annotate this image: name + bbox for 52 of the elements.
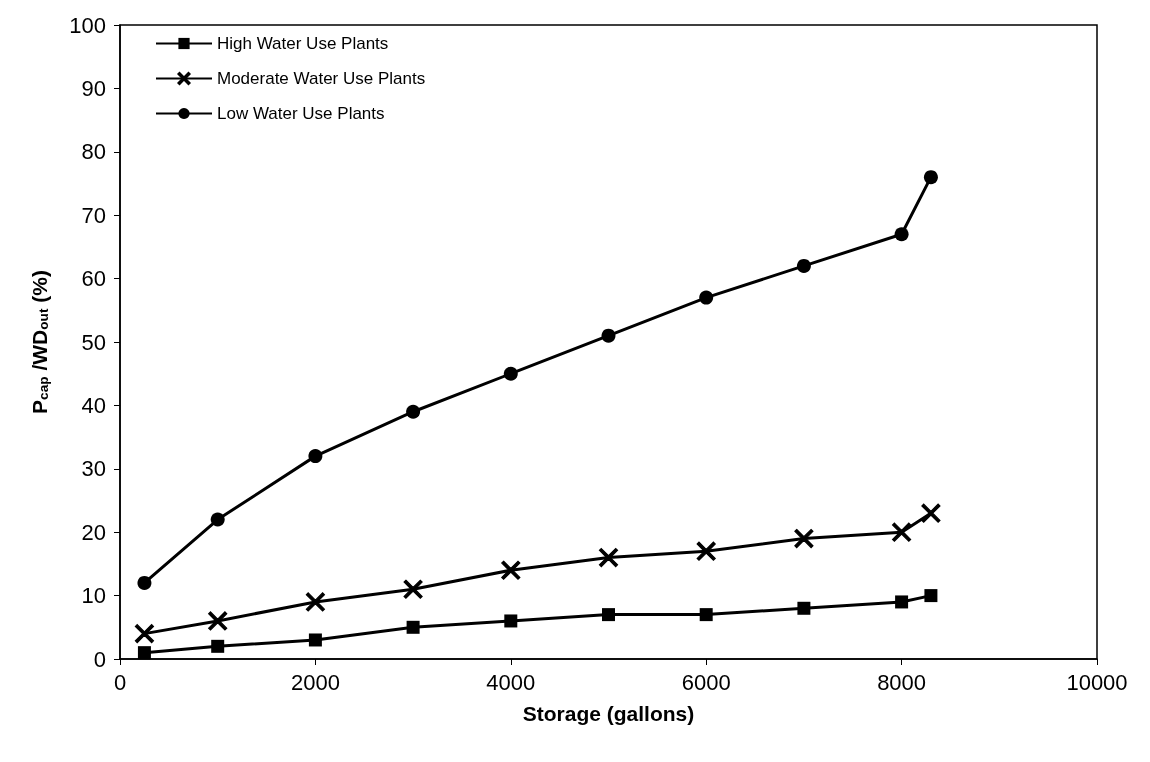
y-tick-label: 100 xyxy=(69,12,106,38)
point xyxy=(699,608,713,622)
point xyxy=(210,512,225,527)
x-tick-label: 6000 xyxy=(681,669,731,695)
y-tick-label: 60 xyxy=(81,266,106,292)
point xyxy=(797,601,811,615)
point xyxy=(501,560,521,580)
point xyxy=(598,547,619,568)
y-tick-label: 90 xyxy=(81,75,106,101)
legend-label: High Water Use Plants xyxy=(217,34,389,53)
point xyxy=(503,366,518,381)
y-tick-label: 80 xyxy=(81,139,106,165)
point xyxy=(208,611,228,631)
point xyxy=(601,328,616,343)
point xyxy=(134,624,155,644)
point xyxy=(406,620,420,634)
point xyxy=(924,589,938,603)
x-tick-label: 10000 xyxy=(1066,669,1128,695)
point xyxy=(137,575,152,590)
point xyxy=(895,595,909,609)
point xyxy=(892,522,912,542)
x-axis-title: Storage (gallons) xyxy=(522,702,695,725)
y-tick-label: 0 xyxy=(93,646,106,672)
y-axis-title: Pcap /WDout (%) xyxy=(28,270,51,414)
point xyxy=(305,592,325,612)
point xyxy=(308,449,323,464)
x-tick-label: 2000 xyxy=(290,669,340,695)
point xyxy=(211,639,225,653)
point xyxy=(602,608,615,622)
x-tick-label: 0 xyxy=(113,669,127,695)
y-tick-label: 50 xyxy=(81,329,106,355)
y-tick-label: 70 xyxy=(81,202,106,228)
point xyxy=(308,633,322,647)
y-tick-label: 20 xyxy=(81,519,106,545)
point xyxy=(403,579,423,599)
x-tick-label: 8000 xyxy=(877,669,927,695)
legend-label: Low Water Use Plants xyxy=(217,104,385,123)
point xyxy=(923,170,938,185)
point xyxy=(921,503,941,523)
point xyxy=(796,258,811,273)
point xyxy=(406,404,421,419)
point xyxy=(699,290,714,305)
legend-label: Moderate Water Use Plants xyxy=(217,69,426,88)
x-tick-label: 4000 xyxy=(486,669,536,695)
y-tick-label: 40 xyxy=(81,392,106,418)
point xyxy=(137,646,151,660)
point xyxy=(894,227,909,242)
y-tick-label: 10 xyxy=(81,583,106,609)
point xyxy=(696,541,716,561)
point xyxy=(794,528,814,549)
y-tick-label: 30 xyxy=(81,456,106,482)
point xyxy=(504,614,518,628)
